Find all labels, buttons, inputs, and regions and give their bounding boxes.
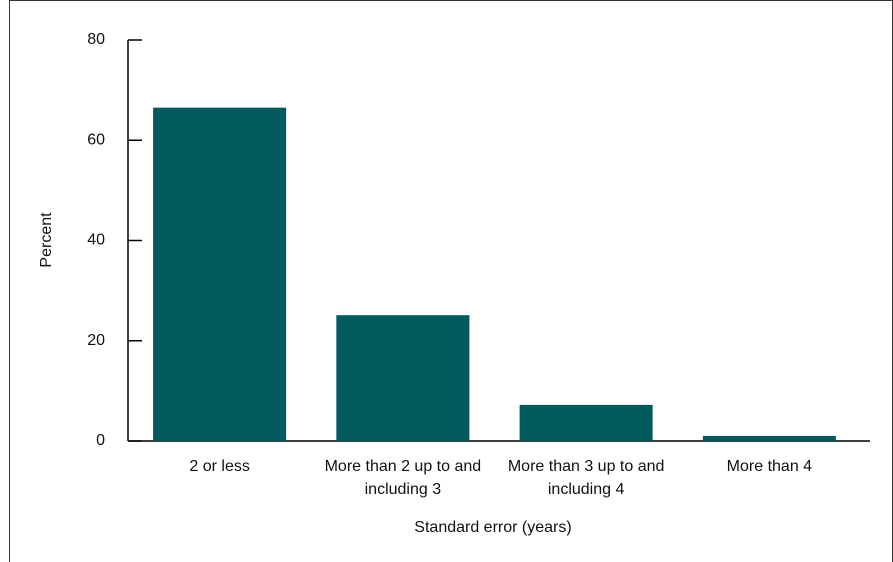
x-tick-label: More than 3 up to and including 4 (507, 458, 665, 498)
y-tick-label: 80 (87, 31, 105, 48)
bar (702, 435, 836, 441)
bar (153, 107, 287, 441)
bar (336, 315, 470, 441)
x-axis-label: Standard error (years) (414, 519, 571, 536)
y-tick-label: 40 (87, 232, 105, 249)
x-tick-label: More than 4 (726, 458, 813, 475)
y-tick-label: 0 (96, 432, 105, 449)
x-tick-label: 2 or less (189, 458, 250, 475)
bar (519, 404, 653, 441)
y-axis-label: Percent (38, 212, 55, 268)
y-tick-label: 20 (87, 332, 105, 349)
x-tick-label: More than 2 up to and including 3 (324, 458, 482, 498)
y-tick-label: 60 (87, 131, 105, 148)
